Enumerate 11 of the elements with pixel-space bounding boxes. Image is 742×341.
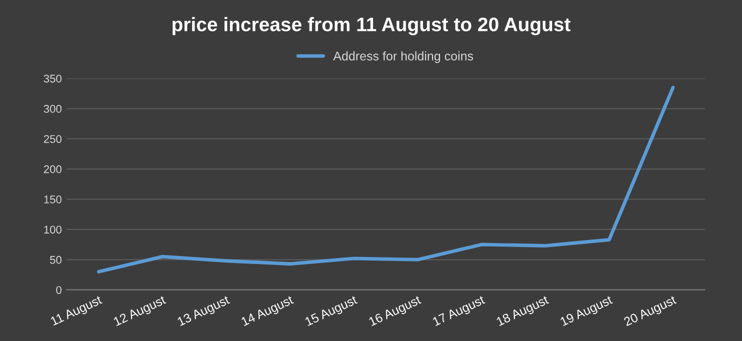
y-tick-label: 150 bbox=[44, 196, 62, 204]
y-tick-label: 300 bbox=[44, 104, 62, 113]
chart-title: price increase from 11 August to 20 August bbox=[172, 17, 570, 36]
y-tick-label: 50 bbox=[50, 256, 62, 264]
y-tick-label: 350 bbox=[44, 74, 62, 83]
legend-label: Address for holding coins bbox=[333, 51, 474, 63]
y-tick-label: 100 bbox=[44, 226, 62, 234]
y-tick-label: 0 bbox=[56, 286, 62, 294]
y-tick-label: 200 bbox=[44, 165, 62, 174]
line-series bbox=[96, 86, 675, 274]
y-tick-label: 250 bbox=[44, 135, 62, 143]
